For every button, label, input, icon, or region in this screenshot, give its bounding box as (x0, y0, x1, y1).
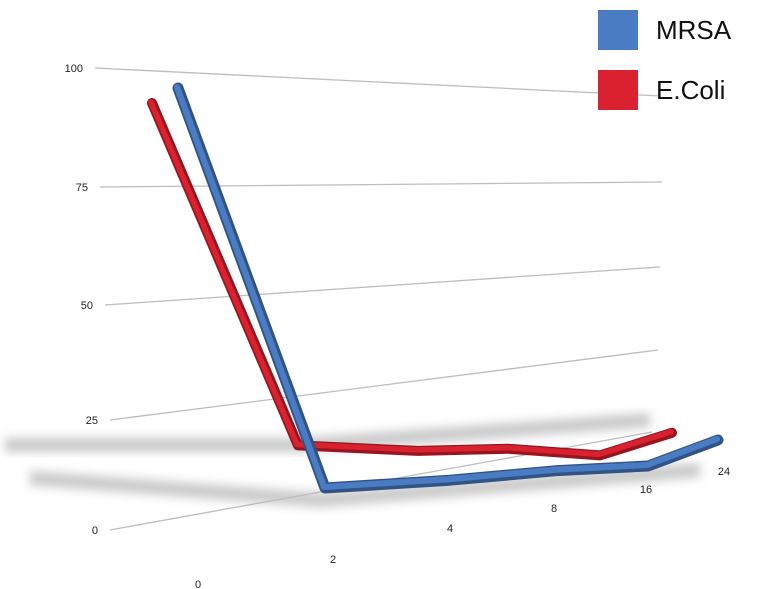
series-line-ecoli (147, 98, 677, 461)
y-tick-label: 75 (76, 182, 88, 194)
y-tick-label: 0 (92, 525, 98, 537)
gridline (94, 67, 661, 97)
series-lines (147, 82, 724, 494)
x-tick-label: 24 (718, 466, 730, 478)
shadow-mrsa (29, 463, 701, 508)
series-line-highlight (173, 83, 721, 491)
x-tick-label: 0 (195, 579, 201, 589)
series-line-highlight (148, 99, 674, 458)
x-tick-label: 16 (640, 484, 652, 496)
gridline (109, 349, 659, 421)
legend-label-mrsa: MRSA (656, 14, 732, 45)
legend-label-ecoli: E.Coli (656, 74, 726, 105)
legend-swatch-mrsa (598, 10, 638, 50)
y-tick-label: 100 (65, 63, 83, 75)
legend-item-mrsa: MRSA (598, 10, 731, 50)
gridline (99, 181, 663, 188)
legend-item-ecoli: E.Coli (598, 70, 731, 110)
gridlines (94, 67, 663, 531)
legend-swatch-ecoli (598, 70, 638, 110)
gridline (104, 266, 661, 306)
y-axis-ticks: 0 25 50 75 100 (65, 63, 98, 537)
x-tick-label: 8 (551, 503, 557, 515)
shadow-ecoli (5, 413, 651, 452)
y-tick-label: 25 (86, 415, 98, 427)
x-tick-label: 4 (447, 523, 453, 535)
x-tick-label: 2 (330, 554, 336, 566)
legend: MRSA E.Coli (598, 10, 731, 130)
y-tick-label: 50 (81, 300, 93, 312)
